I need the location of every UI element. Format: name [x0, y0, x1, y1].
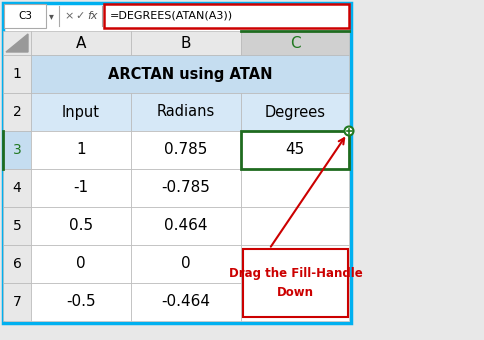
Bar [4, 4, 46, 28]
Bar [3, 207, 31, 245]
Bar [131, 93, 241, 131]
Bar [31, 283, 131, 321]
Bar [3, 131, 31, 169]
Bar [3, 31, 31, 55]
Bar [241, 131, 349, 169]
Text: Degrees: Degrees [264, 104, 326, 119]
Text: 1: 1 [13, 67, 21, 81]
Text: 0.785: 0.785 [164, 142, 208, 157]
Bar [31, 245, 131, 283]
Text: -0.464: -0.464 [162, 294, 211, 309]
Text: Radians: Radians [157, 104, 215, 119]
Text: 5: 5 [13, 219, 21, 233]
Text: 0.5: 0.5 [69, 219, 93, 234]
Text: C3: C3 [18, 11, 32, 21]
Text: Drag the Fill-Handle
Down: Drag the Fill-Handle Down [228, 268, 363, 299]
Bar [131, 283, 241, 321]
Bar [241, 283, 349, 321]
Bar [131, 207, 241, 245]
FancyBboxPatch shape [3, 3, 351, 323]
Text: 1: 1 [76, 142, 86, 157]
Bar [31, 169, 131, 207]
Bar [241, 207, 349, 245]
Bar [241, 31, 349, 55]
Circle shape [345, 126, 353, 136]
Bar [104, 4, 349, 28]
Text: C: C [290, 35, 300, 51]
Bar [3, 55, 31, 93]
Bar [3, 93, 31, 131]
Text: =DEGREES(ATAN(A3)): =DEGREES(ATAN(A3)) [110, 11, 233, 21]
Text: 6: 6 [13, 257, 21, 271]
Bar [243, 249, 348, 317]
Text: ✓: ✓ [76, 11, 85, 21]
Bar [31, 55, 349, 93]
Bar [241, 93, 349, 131]
Text: Input: Input [62, 104, 100, 119]
Bar [131, 131, 241, 169]
Text: A: A [76, 35, 86, 51]
Text: ×: × [64, 11, 74, 21]
Bar [131, 245, 241, 283]
Bar [131, 31, 241, 55]
Bar [3, 245, 31, 283]
Text: -0.785: -0.785 [162, 181, 211, 196]
Bar [31, 93, 131, 131]
Polygon shape [6, 34, 28, 52]
Bar [241, 245, 349, 283]
Text: 7: 7 [13, 295, 21, 309]
Text: ARCTAN using ATAN: ARCTAN using ATAN [108, 67, 272, 82]
Text: 0: 0 [76, 256, 86, 272]
Text: 4: 4 [13, 181, 21, 195]
Bar [31, 131, 131, 169]
Text: 2: 2 [13, 105, 21, 119]
Bar [31, 31, 131, 55]
Text: -0.5: -0.5 [66, 294, 96, 309]
Text: B: B [181, 35, 191, 51]
Text: fx: fx [88, 11, 98, 21]
Bar [241, 169, 349, 207]
Bar [3, 169, 31, 207]
Text: 45: 45 [286, 142, 304, 157]
Bar [131, 169, 241, 207]
Text: -1: -1 [74, 181, 89, 196]
Text: 0.464: 0.464 [164, 219, 208, 234]
Text: 3: 3 [13, 143, 21, 157]
Bar [3, 283, 31, 321]
Text: 0: 0 [181, 256, 191, 272]
Text: ▾: ▾ [49, 11, 54, 21]
Bar [31, 207, 131, 245]
